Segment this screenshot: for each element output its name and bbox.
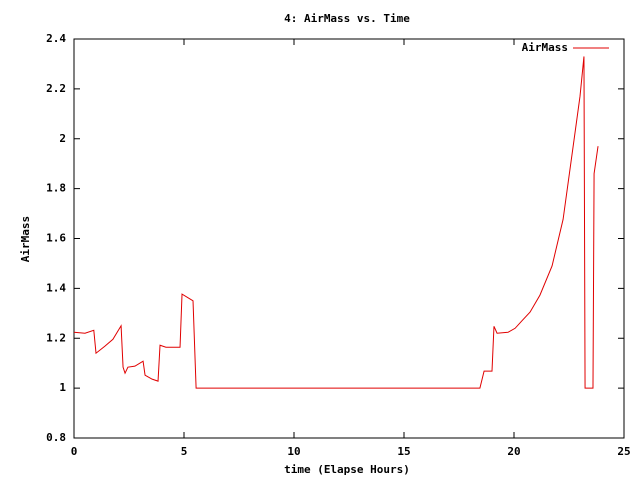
y-tick-label: 1.8 [46,182,66,195]
x-tick-label: 15 [397,445,410,458]
y-tick-label: 1.2 [46,331,66,344]
legend-label: AirMass [522,41,568,54]
y-tick-label: 0.8 [46,431,66,444]
x-axis-label: time (Elapse Hours) [284,463,410,476]
x-tick-label: 20 [507,445,520,458]
y-tick-label: 1.4 [46,281,66,294]
x-tick-label: 5 [181,445,188,458]
y-tick-label: 1.6 [46,232,66,245]
x-tick-label: 0 [71,445,78,458]
y-tick-label: 1 [59,381,66,394]
y-tick-label: 2.2 [46,82,66,95]
y-axis-label: AirMass [19,216,32,262]
y-tick-label: 2 [59,132,66,145]
chart-title: 4: AirMass vs. Time [284,12,410,25]
y-tick-label: 2.4 [46,32,66,45]
x-tick-label: 10 [287,445,300,458]
x-tick-label: 25 [617,445,630,458]
data-line [73,56,599,389]
